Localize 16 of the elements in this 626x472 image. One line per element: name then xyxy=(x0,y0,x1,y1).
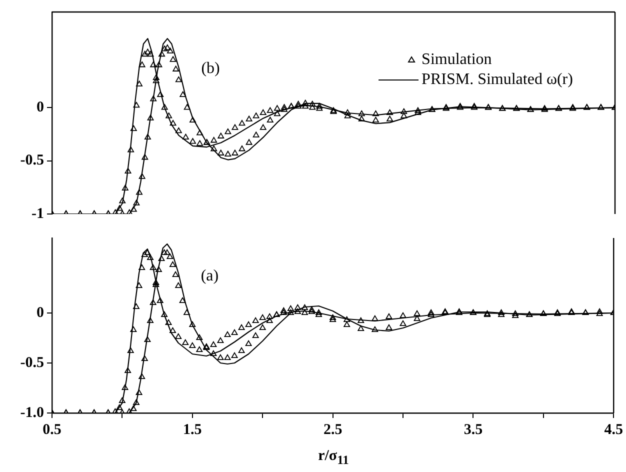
y-tick-label: -1 xyxy=(32,206,44,222)
y-tick-label: 0 xyxy=(36,100,44,116)
x-axis-title: r/σ$_{11}$ xyxy=(317,448,350,468)
annotation: (b) xyxy=(201,60,220,77)
y-tick-label: -0.5 xyxy=(20,354,44,371)
legend-label: Simulation xyxy=(422,51,492,68)
x-tick-label: 2.5 xyxy=(323,422,342,438)
y-tick-label: -1.0 xyxy=(20,404,44,421)
legend-label: PRISM. Simulated ω(r) xyxy=(422,71,573,88)
x-tick-label: 4.5 xyxy=(604,422,623,438)
x-tick-label: 0.5 xyxy=(42,422,62,438)
y-tick-label: -0.5 xyxy=(20,152,44,169)
y-tick-label: 0 xyxy=(36,304,44,321)
x-tick-label: 3.5 xyxy=(464,422,483,438)
annotation: (a) xyxy=(200,268,219,285)
x-tick-label: 1.5 xyxy=(183,422,202,438)
